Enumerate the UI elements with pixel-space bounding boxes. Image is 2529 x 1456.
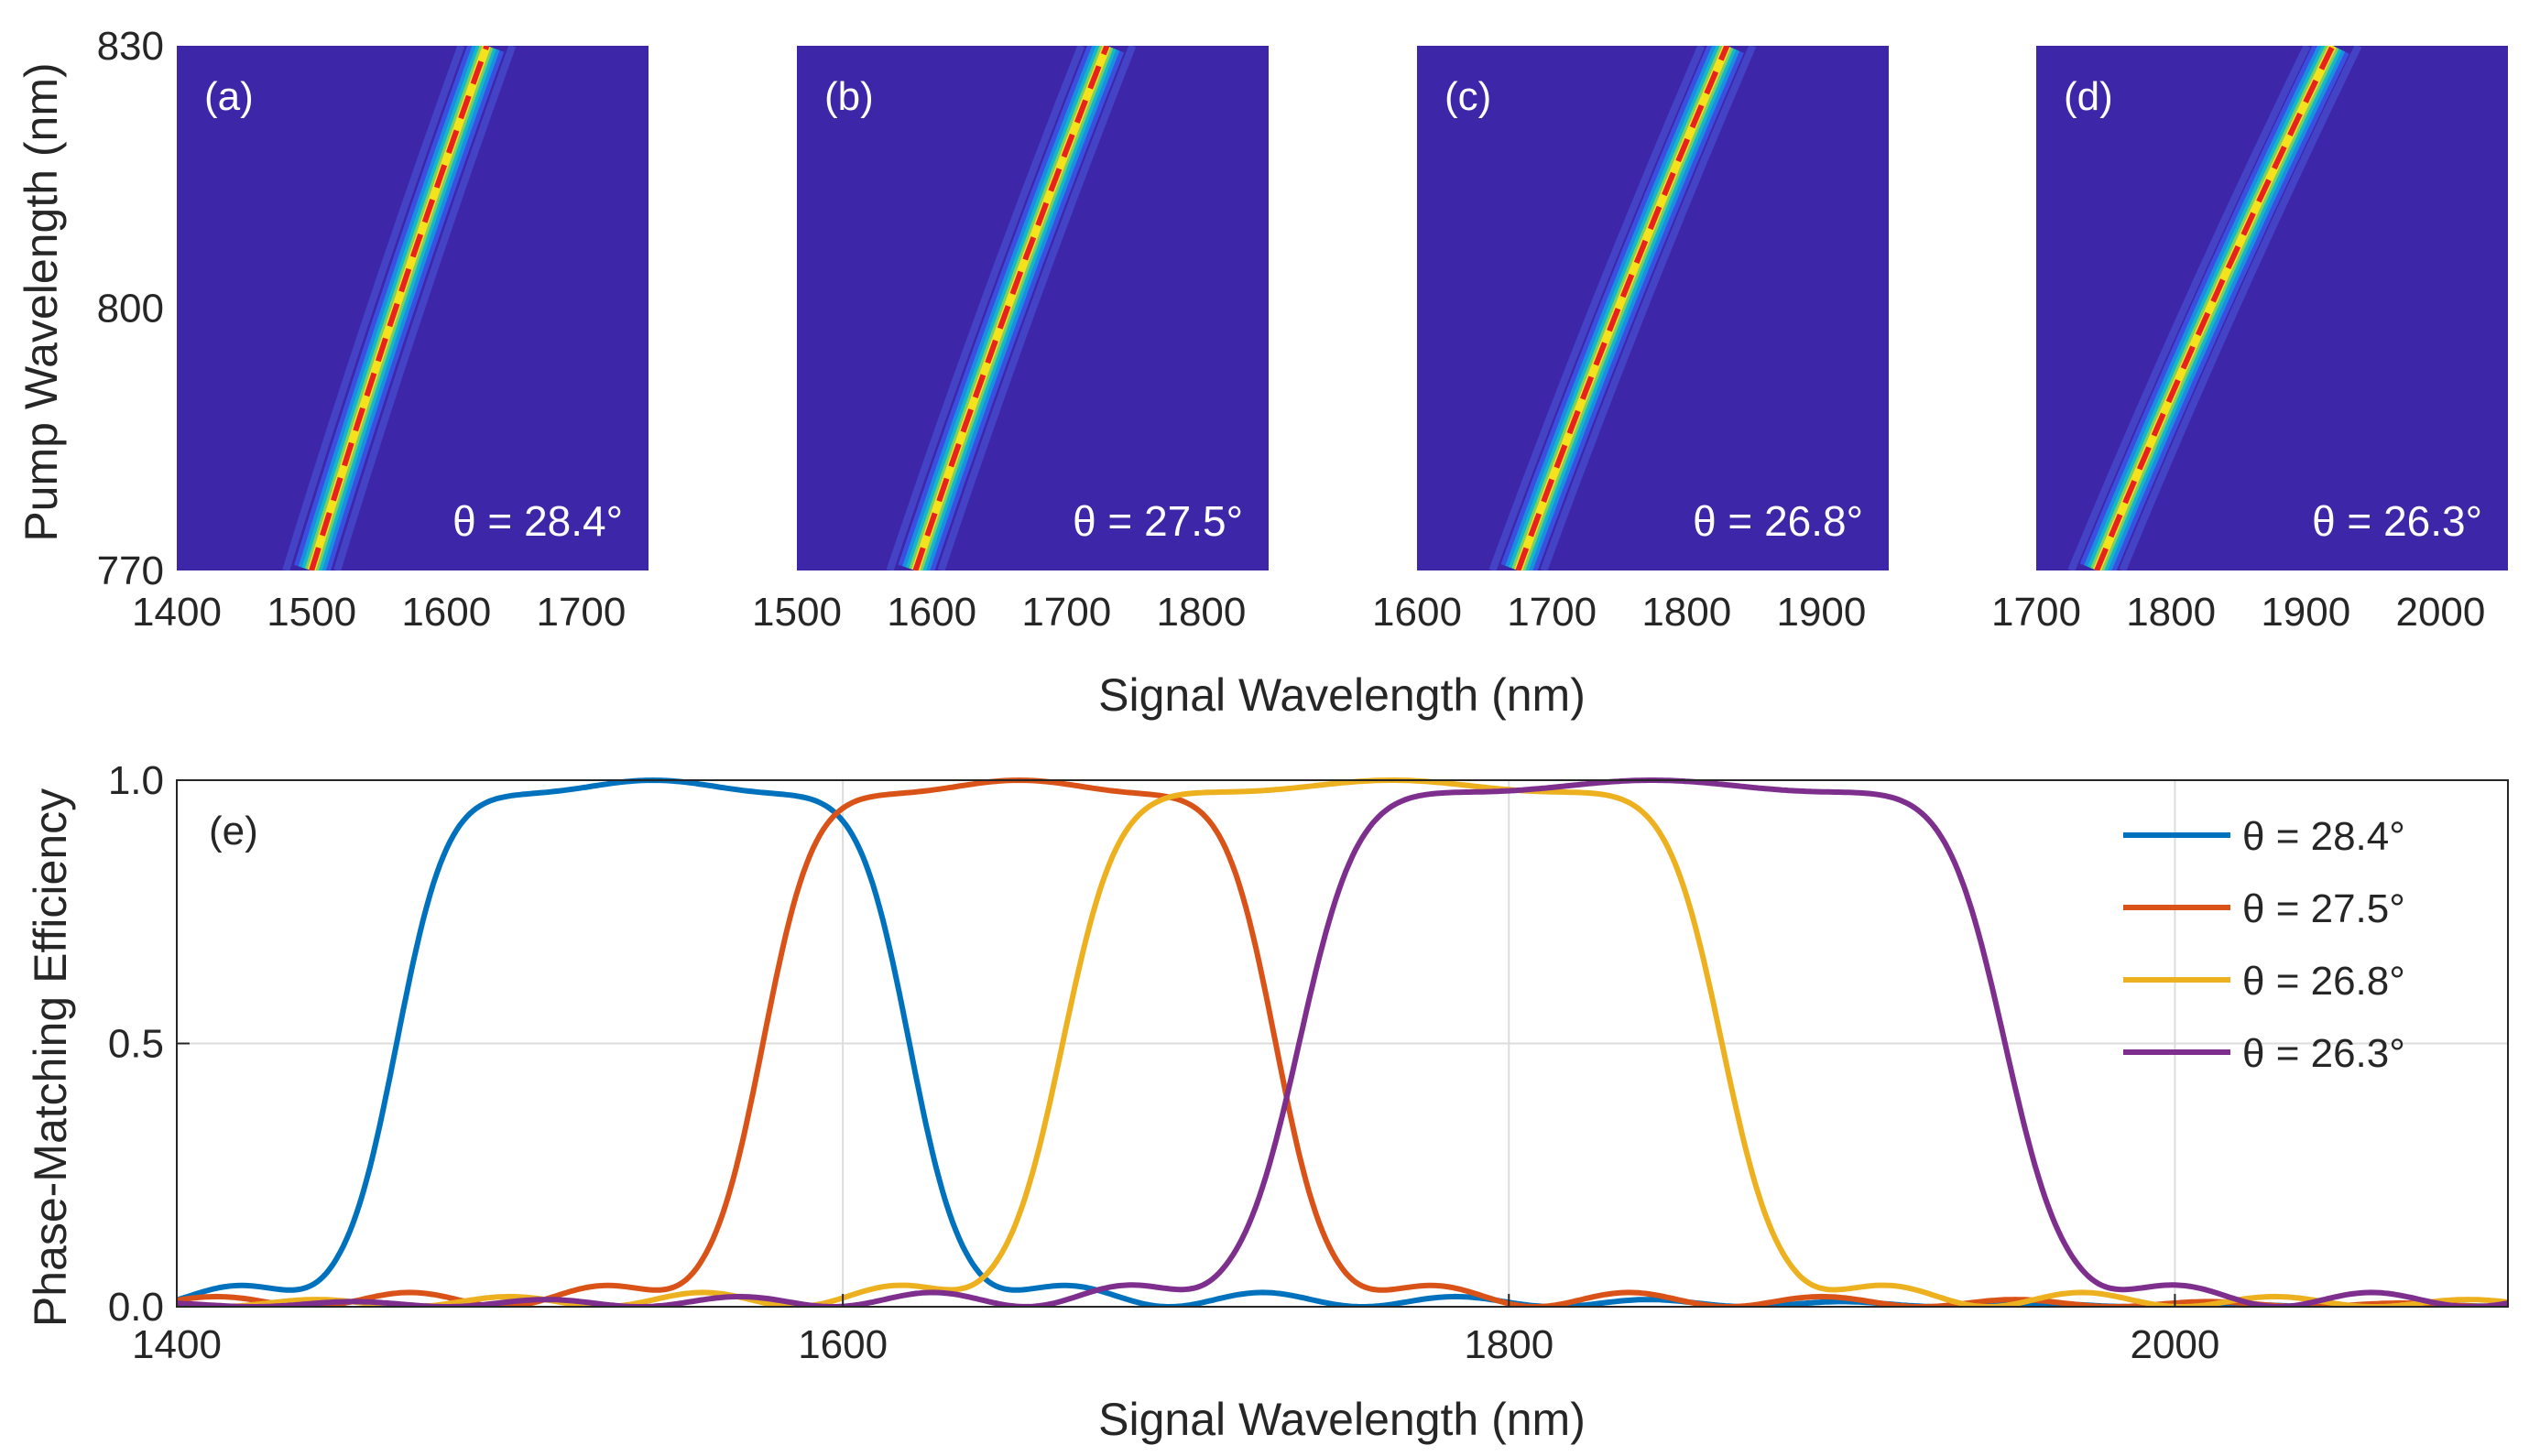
ridge-fringe — [2119, 46, 2362, 570]
top-ylabel: Pump Wavelength (nm) — [16, 62, 67, 541]
x-tick-label: 1700 — [536, 590, 626, 635]
x-tick-label: 1900 — [1776, 590, 1866, 635]
x-tick-label: 1400 — [132, 1322, 222, 1367]
x-tick-label: 1800 — [2126, 590, 2216, 635]
legend-label: θ = 28.4° — [2242, 814, 2405, 859]
ridge-dashed-line — [1515, 46, 1730, 570]
panel-label: (e) — [209, 809, 258, 853]
y-tick-label: 800 — [97, 287, 164, 331]
panel-label: (b) — [824, 74, 874, 119]
x-tick-label: 1400 — [132, 590, 222, 635]
x-tick-label: 1600 — [798, 1322, 888, 1367]
legend: θ = 28.4° θ = 27.5° θ = 26.8° θ = 26.3° — [2123, 814, 2405, 1076]
x-tick-label: 1600 — [401, 590, 491, 635]
x-tick-label: 1800 — [1641, 590, 1731, 635]
y-tick-label: 770 — [97, 549, 164, 593]
x-tick-label: 2000 — [2130, 1322, 2219, 1367]
y-tick-label: 0.0 — [108, 1285, 164, 1330]
bottom-ylabel: Phase-Matching Efficiency — [25, 788, 76, 1327]
x-tick-label: 1800 — [1156, 590, 1246, 635]
heatmap-panels: (a) θ = 28.4° 1400 1500 1600 1700 770 800 830 (b)… — [97, 24, 2508, 635]
x-tick-label: 1600 — [887, 590, 976, 635]
ridge-fringe — [1488, 46, 1706, 570]
heatmap-panel: (a) θ = 28.4° 1400 1500 1600 1700 770 800 830 — [97, 24, 649, 635]
x-tick-label: 2000 — [2395, 590, 2485, 635]
top-xlabel: Signal Wavelength (nm) — [1098, 669, 1586, 721]
legend-label: θ = 26.8° — [2242, 959, 2405, 1004]
ridge-dashed-line — [309, 46, 490, 570]
x-tick-label: 1800 — [1464, 1322, 1553, 1367]
x-tick-label: 1500 — [267, 590, 356, 635]
ridge-fringe — [333, 46, 517, 570]
heatmap-background — [1417, 46, 1889, 570]
y-tick-label: 830 — [97, 24, 164, 69]
series-line — [177, 777, 2508, 1307]
ridge-fringe — [886, 46, 1085, 570]
panel-label: (c) — [1444, 74, 1491, 119]
x-tick-label: 1700 — [1507, 590, 1597, 635]
y-tick-label: 0.5 — [108, 1022, 164, 1067]
y-tick-label: 1.0 — [108, 758, 164, 803]
x-tick-label: 1500 — [752, 590, 842, 635]
bottom-xlabel: Signal Wavelength (nm) — [1098, 1394, 1586, 1445]
panel-label: (d) — [2064, 74, 2113, 119]
theta-annotation: θ = 27.5° — [1073, 497, 1243, 545]
ridge-dashed-line — [2094, 46, 2336, 570]
theta-annotation: θ = 26.3° — [2312, 497, 2482, 545]
panel-label: (a) — [204, 74, 254, 119]
heatmap-panel: (c) θ = 26.8° 1600 1700 1800 1900 — [1372, 46, 1889, 635]
legend-label: θ = 26.3° — [2242, 1031, 2405, 1076]
x-tick-label: 1600 — [1372, 590, 1462, 635]
x-tick-label: 1900 — [2261, 590, 2350, 635]
ridge-fringe — [1540, 46, 1757, 570]
ridge-fringe — [282, 46, 465, 570]
x-tick-label: 1700 — [1021, 590, 1111, 635]
heatmap-panel: (b) θ = 27.5° 1500 1600 1700 1800 — [752, 46, 1269, 635]
ridge-dashed-line — [912, 46, 1110, 570]
theta-annotation: θ = 28.4° — [452, 497, 623, 545]
ridge-fringe — [2067, 46, 2311, 570]
x-tick-label: 1700 — [1991, 590, 2081, 635]
legend-label: θ = 27.5° — [2242, 886, 2405, 931]
theta-annotation: θ = 26.8° — [1693, 497, 1863, 545]
heatmap-panel: (d) θ = 26.3° 1700 1800 1900 2000 — [1991, 46, 2508, 635]
ridge-fringe — [937, 46, 1137, 570]
